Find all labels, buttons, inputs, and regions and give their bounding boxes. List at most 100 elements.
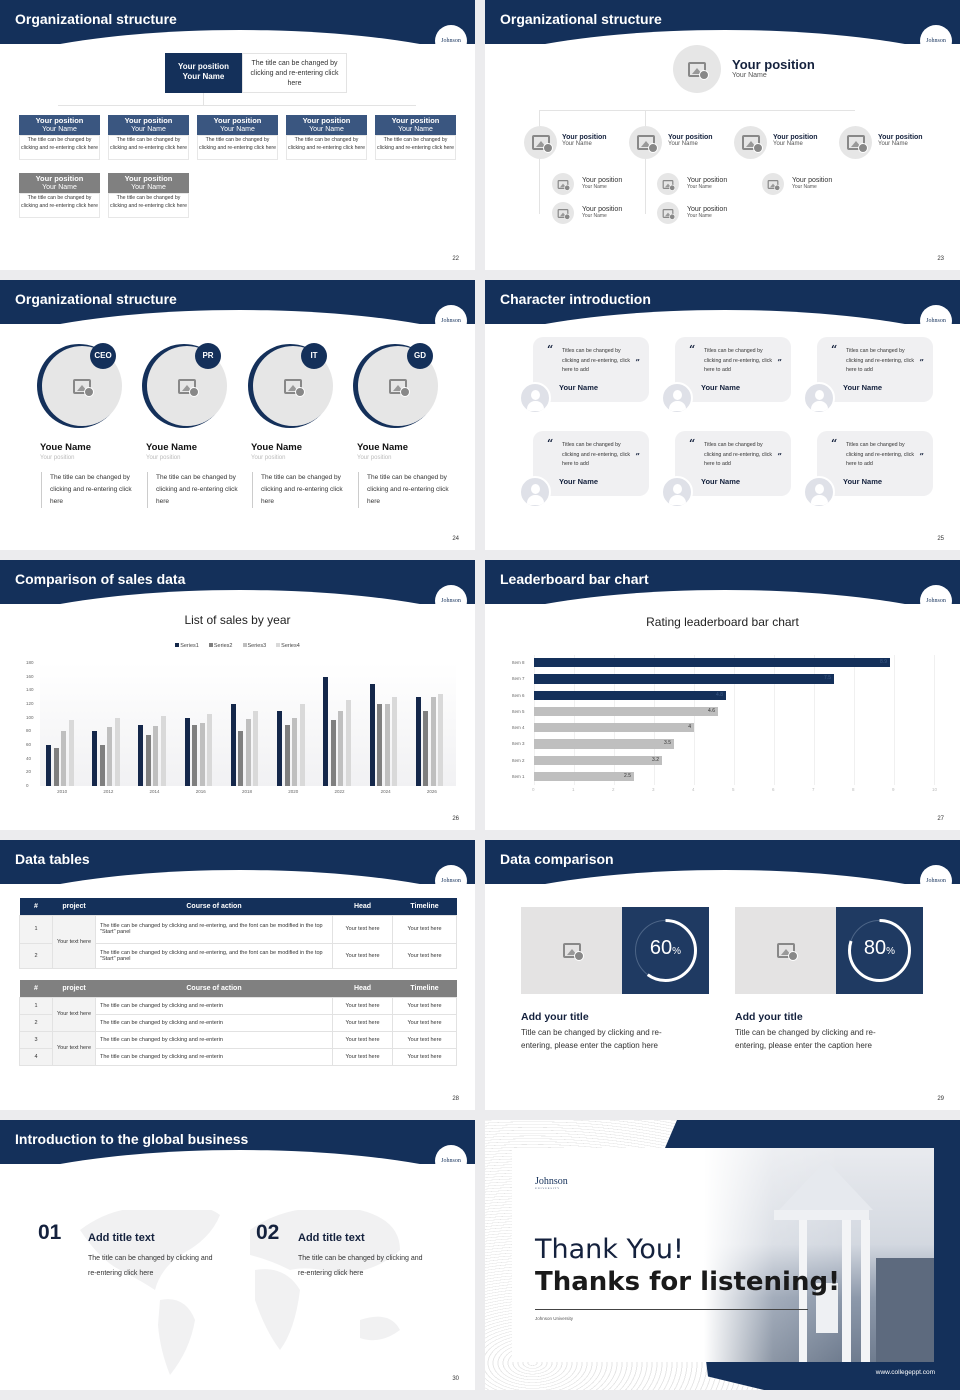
photo-placeholder[interactable] xyxy=(552,202,574,224)
x-tick: 7 xyxy=(812,787,815,792)
logo-subtext: UNIVERSITY xyxy=(535,1187,560,1190)
position: Your position xyxy=(391,116,440,125)
bar xyxy=(184,717,190,786)
cell: The title can be changed by clicking and… xyxy=(95,996,333,1015)
quote-name: Your Name xyxy=(559,383,599,392)
org-card[interactable]: Your position Your Name The title can be c… xyxy=(286,115,367,160)
cell: 3 xyxy=(19,1030,53,1049)
avatar xyxy=(661,382,693,414)
image-add-icon xyxy=(389,378,410,397)
x-tick: 2012 xyxy=(103,789,114,794)
slide-25[interactable]: Character introduction Johnson “ ” Titles … xyxy=(485,280,960,550)
org-top-box[interactable]: Your position Your Name xyxy=(165,53,242,93)
progress-ring xyxy=(848,919,911,982)
item-desc: The title can be changed by clicking and… xyxy=(88,1255,213,1277)
photo-placeholder[interactable] xyxy=(524,126,557,159)
building-photo xyxy=(704,1148,934,1362)
page-number: 25 xyxy=(937,536,944,542)
org-card[interactable]: Your position Your Name The title can be c… xyxy=(197,115,278,160)
quote-name: Your Name xyxy=(843,477,883,486)
slide-26[interactable]: Comparison of sales data Johnson List of… xyxy=(0,560,475,830)
name: Your Name xyxy=(131,184,166,191)
slide-23[interactable]: Organizational structure Johnson Your po… xyxy=(485,0,960,270)
slide-title: Organizational structure xyxy=(15,291,177,307)
quote-card[interactable]: “ ” Titles can be changed by clicking and … xyxy=(675,337,791,402)
name: Your Name xyxy=(773,141,803,147)
bar xyxy=(199,723,205,786)
page-number: 26 xyxy=(452,816,459,822)
slide-24[interactable]: Organizational structure Johnson CEO You… xyxy=(0,280,475,550)
bar xyxy=(323,676,329,786)
photo-placeholder[interactable] xyxy=(253,346,333,426)
open-quote-icon: “ xyxy=(547,343,554,356)
university-logo: Johnson UNIVERSITY xyxy=(535,1176,568,1190)
x-tick: 2020 xyxy=(288,789,299,794)
quote-card[interactable]: “ ” Titles can be changed by clicking and … xyxy=(675,431,791,496)
page-number: 23 xyxy=(937,256,944,262)
bar xyxy=(207,714,213,786)
image-add-icon xyxy=(662,179,676,191)
org-node: Your position Your Name xyxy=(878,134,923,147)
photo-placeholder[interactable] xyxy=(734,126,767,159)
cell: The title can be changed by clicking and… xyxy=(95,1047,333,1066)
progress-value: 60% xyxy=(622,937,709,960)
cell: Your text here xyxy=(392,914,457,944)
column xyxy=(842,1220,851,1362)
quote-card[interactable]: “ ” Titles can be changed by clicking and … xyxy=(817,337,933,402)
org-card[interactable]: Your position Your Name The title can be c… xyxy=(375,115,456,160)
website-url[interactable]: www.collegeppt.com xyxy=(875,1369,935,1376)
person-position: Your position xyxy=(146,455,181,461)
slide-29[interactable]: Data comparison Johnson 60% Add your tit… xyxy=(485,840,960,1110)
chart-title: Rating leaderboard bar chart xyxy=(646,615,799,629)
photo-placeholder[interactable] xyxy=(657,173,679,195)
org-top-desc: The title can be changed by clicking and… xyxy=(242,53,347,93)
photo-placeholder[interactable] xyxy=(552,173,574,195)
position: Your position xyxy=(124,116,173,125)
bar xyxy=(415,697,421,786)
connector xyxy=(645,110,646,214)
value: 60 xyxy=(649,937,673,959)
brick-wing xyxy=(876,1258,934,1362)
slide-22[interactable]: Organizational structure Johnson Your po… xyxy=(0,0,475,270)
slide-28[interactable]: Data tables Johnson # project Course of … xyxy=(0,840,475,1110)
connector xyxy=(539,110,540,214)
org-node: Your position Your Name xyxy=(687,177,727,190)
quote-card[interactable]: “ ” Titles can be changed by clicking and … xyxy=(533,431,649,496)
x-tick: 5 xyxy=(732,787,735,792)
org-card[interactable]: Your position Your Name The title can be c… xyxy=(108,173,189,218)
photo-placeholder[interactable] xyxy=(673,45,721,93)
photo-placeholder[interactable] xyxy=(839,126,872,159)
slide-31[interactable]: Johnson UNIVERSITY Thank You! Thanks for… xyxy=(485,1120,960,1390)
bar xyxy=(92,731,98,786)
photo-placeholder[interactable] xyxy=(762,173,784,195)
name: Your Name xyxy=(878,141,908,147)
progress-panel: 80% xyxy=(836,907,923,994)
cell: Your text here xyxy=(332,1013,393,1032)
quote-card[interactable]: “ ” Titles can be changed by clicking and … xyxy=(817,431,933,496)
bar xyxy=(107,727,113,786)
building-pediment xyxy=(779,1160,873,1210)
y-tick: Item 4 xyxy=(512,725,525,731)
name: Your Name xyxy=(42,184,77,191)
image-add-icon xyxy=(662,208,676,220)
photo-placeholder[interactable] xyxy=(657,202,679,224)
x-tick: 2024 xyxy=(380,789,391,794)
desc: The title can be changed by clicking and… xyxy=(108,193,189,218)
photo-placeholder[interactable] xyxy=(735,907,836,994)
table-row: 1 Your text here The title can be change… xyxy=(19,996,457,1032)
photo-placeholder[interactable] xyxy=(629,126,662,159)
close-quote-icon: ” xyxy=(919,451,924,461)
connector xyxy=(58,105,416,106)
slide-27[interactable]: Leaderboard bar chart Johnson Rating lea… xyxy=(485,560,960,830)
photo-placeholder[interactable] xyxy=(521,907,622,994)
org-card[interactable]: Your position Your Name The title can be c… xyxy=(19,173,100,218)
image-add-icon xyxy=(284,378,305,397)
org-card[interactable]: Your position Your Name The title can be c… xyxy=(19,115,100,160)
table-row: 4 The title can be changed by clicking a… xyxy=(19,1047,457,1066)
position: Your position xyxy=(35,174,84,183)
org-card[interactable]: Your position Your Name The title can be c… xyxy=(108,115,189,160)
x-tick: 2026 xyxy=(426,789,437,794)
bar xyxy=(153,725,159,786)
quote-card[interactable]: “ ” Titles can be changed by clicking and … xyxy=(533,337,649,402)
slide-30[interactable]: Introduction to the global business John… xyxy=(0,1120,475,1390)
